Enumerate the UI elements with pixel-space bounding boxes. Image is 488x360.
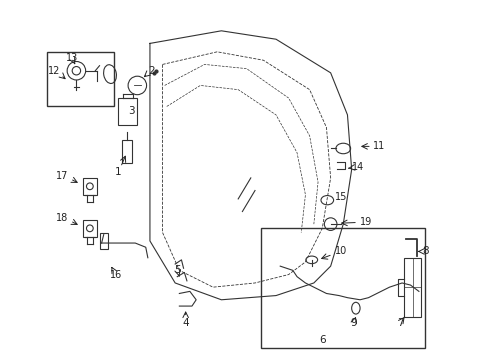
Text: 11: 11 xyxy=(372,141,385,151)
Text: 9: 9 xyxy=(350,318,356,328)
Text: 18: 18 xyxy=(56,213,68,223)
Text: 5: 5 xyxy=(174,265,180,275)
Text: 7: 7 xyxy=(396,318,403,328)
Text: 14: 14 xyxy=(351,162,364,172)
Text: 3: 3 xyxy=(127,105,134,116)
Text: 6: 6 xyxy=(318,335,325,345)
Text: 2: 2 xyxy=(148,66,155,76)
Text: 8: 8 xyxy=(421,247,427,256)
Text: 13: 13 xyxy=(66,53,78,63)
Text: 4: 4 xyxy=(182,318,188,328)
Text: 10: 10 xyxy=(334,247,346,256)
Text: 16: 16 xyxy=(110,270,122,280)
Text: 15: 15 xyxy=(334,192,346,202)
Text: 17: 17 xyxy=(56,171,69,181)
Text: 12: 12 xyxy=(48,66,60,76)
Text: 1: 1 xyxy=(115,167,122,177)
Text: 19: 19 xyxy=(360,217,372,227)
